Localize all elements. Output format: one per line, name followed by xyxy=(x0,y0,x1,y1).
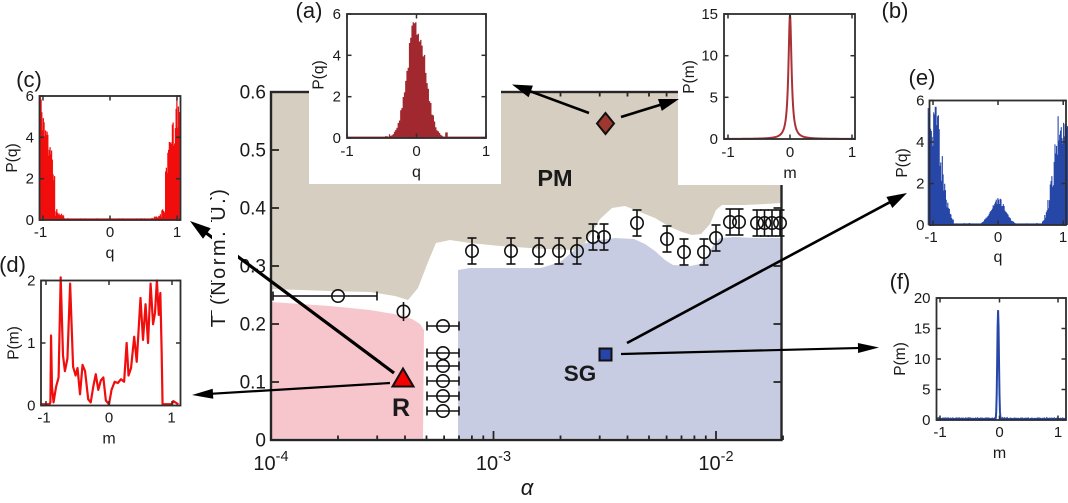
svg-text:0.1: 0.1 xyxy=(240,373,266,394)
svg-text:2: 2 xyxy=(26,171,34,188)
svg-text:(a): (a) xyxy=(296,0,323,23)
svg-text:6: 6 xyxy=(26,88,34,105)
svg-text:q: q xyxy=(994,249,1003,266)
svg-text:q: q xyxy=(106,245,115,262)
svg-text:(f): (f) xyxy=(890,269,911,294)
svg-text:SG: SG xyxy=(564,361,597,386)
svg-text:15: 15 xyxy=(914,321,931,338)
svg-text:2: 2 xyxy=(916,176,924,193)
svg-text:0.6: 0.6 xyxy=(240,83,266,104)
svg-text:15: 15 xyxy=(701,6,718,23)
svg-text:(c): (c) xyxy=(16,67,42,92)
svg-text:P(m): P(m) xyxy=(892,342,909,376)
svg-text:0: 0 xyxy=(333,130,341,147)
svg-text:5: 5 xyxy=(710,89,718,106)
svg-text:(d): (d) xyxy=(0,252,26,277)
svg-text:(b): (b) xyxy=(882,0,909,23)
svg-text:-1: -1 xyxy=(933,424,946,441)
svg-text:0: 0 xyxy=(922,412,930,429)
svg-text:0: 0 xyxy=(995,424,1003,441)
svg-text:-1: -1 xyxy=(34,224,47,241)
svg-text:5: 5 xyxy=(922,382,930,399)
svg-text:P(m): P(m) xyxy=(6,326,23,360)
svg-text:(e): (e) xyxy=(909,65,936,90)
svg-text:6: 6 xyxy=(333,6,341,23)
svg-text:1: 1 xyxy=(27,335,35,352)
svg-text:0: 0 xyxy=(710,131,718,148)
svg-text:P(q): P(q) xyxy=(4,143,21,172)
svg-text:m: m xyxy=(783,165,796,182)
svg-text:6: 6 xyxy=(916,93,924,110)
svg-text:-1: -1 xyxy=(37,410,50,427)
svg-text:q: q xyxy=(412,164,421,181)
svg-text:R: R xyxy=(392,394,410,422)
svg-text:0: 0 xyxy=(916,217,924,234)
svg-text:0: 0 xyxy=(105,410,113,427)
svg-text:1: 1 xyxy=(167,410,175,427)
svg-text:1: 1 xyxy=(482,143,490,160)
svg-text:0.2: 0.2 xyxy=(240,315,266,336)
svg-text:0: 0 xyxy=(27,398,35,415)
svg-text:0: 0 xyxy=(412,143,420,160)
svg-text:0: 0 xyxy=(106,224,114,241)
svg-text:4: 4 xyxy=(26,129,34,146)
svg-text:1: 1 xyxy=(848,144,856,161)
svg-text:1: 1 xyxy=(173,224,181,241)
svg-text:0: 0 xyxy=(994,229,1002,246)
svg-text:-1: -1 xyxy=(721,144,734,161)
svg-text:0: 0 xyxy=(26,212,34,229)
svg-text:P(m): P(m) xyxy=(681,60,698,94)
svg-text:T (Norm. U.): T (Norm. U.) xyxy=(208,187,230,328)
svg-text:1: 1 xyxy=(1059,229,1067,246)
svg-text:m: m xyxy=(102,431,115,448)
svg-text:P(q): P(q) xyxy=(311,60,328,89)
svg-text:0: 0 xyxy=(255,431,266,452)
svg-text:PM: PM xyxy=(537,165,572,191)
svg-text:-1: -1 xyxy=(340,143,353,160)
svg-text:m: m xyxy=(993,445,1006,462)
svg-text:2: 2 xyxy=(27,273,35,290)
svg-text:2: 2 xyxy=(333,89,341,106)
svg-text:10: 10 xyxy=(701,48,718,65)
svg-text:0.4: 0.4 xyxy=(240,199,267,220)
svg-text:1: 1 xyxy=(1054,424,1062,441)
svg-text:P(q): P(q) xyxy=(894,148,911,177)
svg-text:4: 4 xyxy=(916,134,924,151)
svg-text:4: 4 xyxy=(333,47,341,64)
svg-text:10: 10 xyxy=(914,351,931,368)
svg-text:0.5: 0.5 xyxy=(240,141,266,162)
svg-text:α: α xyxy=(521,475,535,498)
svg-text:0: 0 xyxy=(786,144,794,161)
svg-text:20: 20 xyxy=(914,290,931,307)
svg-text:-1: -1 xyxy=(924,229,937,246)
